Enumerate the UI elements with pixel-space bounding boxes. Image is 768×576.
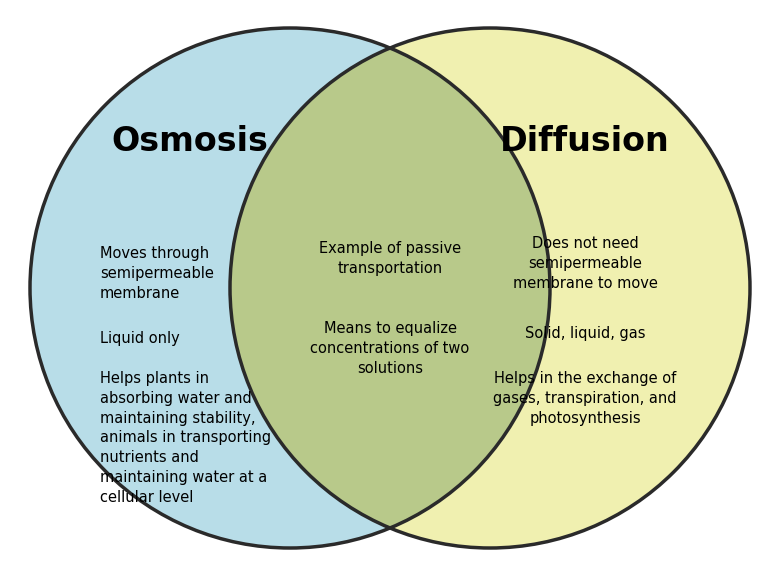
Text: Helps in the exchange of
gases, transpiration, and
photosynthesis: Helps in the exchange of gases, transpir… xyxy=(493,371,677,426)
Text: Means to equalize
concentrations of two
solutions: Means to equalize concentrations of two … xyxy=(310,321,469,376)
Ellipse shape xyxy=(30,28,550,548)
Text: Solid, liquid, gas: Solid, liquid, gas xyxy=(525,326,645,341)
Ellipse shape xyxy=(30,28,550,548)
Text: Moves through
semipermeable
membrane: Moves through semipermeable membrane xyxy=(100,246,214,301)
Text: Osmosis: Osmosis xyxy=(111,124,269,157)
Text: Liquid only: Liquid only xyxy=(100,331,180,346)
Text: Does not need
semipermeable
membrane to move: Does not need semipermeable membrane to … xyxy=(512,236,657,291)
Text: Helps plants in
absorbing water and
maintaining stability,
animals in transporti: Helps plants in absorbing water and main… xyxy=(100,371,271,505)
Text: Example of passive
transportation: Example of passive transportation xyxy=(319,241,461,276)
Ellipse shape xyxy=(230,28,750,548)
Text: Diffusion: Diffusion xyxy=(500,124,670,157)
